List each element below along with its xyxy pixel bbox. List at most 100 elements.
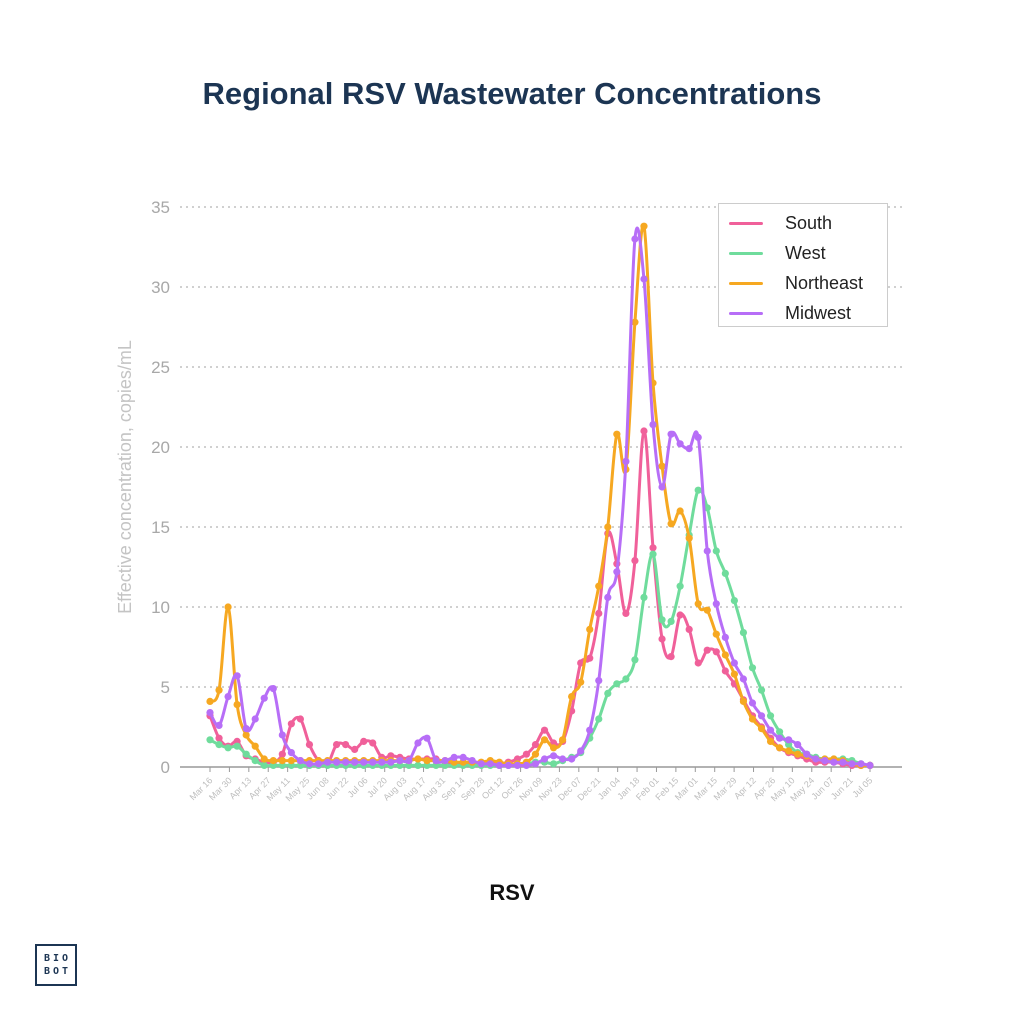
data-point-northeast	[269, 757, 277, 765]
data-point-south	[658, 635, 666, 643]
data-point-midwest	[495, 761, 503, 770]
data-point-south	[721, 667, 729, 675]
data-point-west	[224, 744, 232, 752]
data-point-midwest	[757, 712, 766, 720]
data-point-south	[305, 741, 314, 749]
series-group	[206, 222, 874, 770]
data-point-midwest	[540, 755, 549, 763]
data-point-northeast	[712, 630, 720, 638]
data-point-midwest	[314, 760, 323, 768]
data-point-midwest	[396, 757, 404, 765]
data-point-west	[649, 550, 657, 558]
data-point-midwest	[604, 593, 612, 602]
data-point-midwest	[631, 235, 639, 243]
data-point-northeast	[595, 582, 603, 590]
data-point-northeast	[215, 686, 223, 694]
data-point-midwest	[351, 758, 359, 766]
data-point-midwest	[766, 726, 775, 734]
data-point-northeast	[685, 534, 693, 542]
legend-swatch	[729, 311, 763, 315]
data-point-midwest	[531, 760, 540, 768]
data-point-midwest	[323, 758, 332, 766]
data-point-west	[640, 593, 648, 602]
data-point-west	[775, 728, 784, 736]
data-point-midwest	[477, 760, 485, 768]
biobot-logo: BIO BOT	[35, 944, 77, 986]
data-point-northeast	[766, 737, 775, 746]
data-point-midwest	[432, 757, 440, 765]
logo-line-1: BIO	[43, 953, 72, 964]
data-point-northeast	[739, 697, 748, 706]
data-point-midwest	[866, 761, 874, 770]
data-point-west	[215, 741, 223, 749]
data-point-midwest	[559, 755, 567, 763]
y-tick-label: 20	[151, 438, 170, 457]
x-axis-label: RSV	[489, 880, 535, 905]
data-point-northeast	[613, 430, 621, 438]
data-point-midwest	[694, 433, 702, 441]
y-tick-label: 30	[151, 278, 170, 297]
data-point-northeast	[748, 715, 757, 723]
data-point-midwest	[712, 600, 720, 608]
data-point-midwest	[296, 757, 305, 765]
data-point-west	[694, 486, 702, 494]
data-point-northeast	[775, 744, 784, 752]
data-point-west	[748, 664, 757, 672]
series-midwest	[206, 226, 874, 770]
data-point-south	[332, 741, 341, 749]
data-point-midwest	[803, 750, 811, 758]
legend-label: South	[785, 212, 833, 233]
logo-line-2: BOT	[43, 966, 72, 977]
y-tick-label: 10	[151, 598, 170, 617]
data-point-south	[631, 557, 639, 565]
data-point-west	[251, 757, 259, 765]
data-point-south	[649, 544, 657, 552]
data-point-south	[522, 750, 531, 758]
data-point-midwest	[233, 672, 241, 680]
data-point-midwest	[568, 755, 576, 763]
legend-label: West	[785, 242, 826, 263]
data-point-midwest	[468, 757, 476, 765]
data-point-south	[287, 720, 295, 728]
data-point-midwest	[812, 755, 820, 763]
data-point-northeast	[251, 742, 259, 750]
data-point-midwest	[586, 726, 594, 734]
data-point-west	[613, 680, 621, 688]
data-point-midwest	[441, 757, 449, 765]
data-point-midwest	[730, 659, 738, 667]
data-point-west	[730, 597, 738, 605]
data-point-northeast	[730, 670, 738, 678]
data-point-midwest	[278, 731, 286, 739]
data-point-northeast	[577, 678, 585, 686]
chart-title: Regional RSV Wastewater Concentrations	[202, 76, 822, 111]
data-point-northeast	[414, 755, 422, 763]
x-tick-label: Jun 22	[324, 775, 350, 801]
data-point-south	[667, 653, 675, 661]
data-point-midwest	[206, 709, 214, 717]
data-point-midwest	[549, 752, 558, 760]
data-point-midwest	[260, 694, 268, 702]
data-point-northeast	[287, 757, 295, 765]
data-point-midwest	[577, 747, 585, 755]
data-point-south	[215, 734, 223, 742]
series-line-west	[209, 487, 871, 768]
data-point-midwest	[450, 753, 458, 762]
data-point-midwest	[513, 761, 521, 770]
data-point-northeast	[559, 736, 567, 744]
data-point-south	[360, 737, 368, 746]
y-axis-ticks: 0 5 10 15 20 25 30 35	[151, 198, 170, 777]
data-point-south	[342, 741, 350, 749]
data-point-south	[369, 739, 377, 747]
data-point-south	[586, 654, 594, 662]
data-point-west	[712, 547, 720, 555]
data-point-midwest	[360, 758, 368, 766]
x-tick-label: Jun 21	[829, 775, 855, 801]
data-point-midwest	[459, 753, 467, 762]
legend-item-west: West	[719, 238, 887, 268]
data-point-south	[685, 625, 693, 634]
data-point-midwest	[839, 758, 847, 766]
data-point-midwest	[378, 758, 386, 766]
data-point-midwest	[613, 568, 621, 576]
data-point-midwest	[721, 633, 729, 642]
